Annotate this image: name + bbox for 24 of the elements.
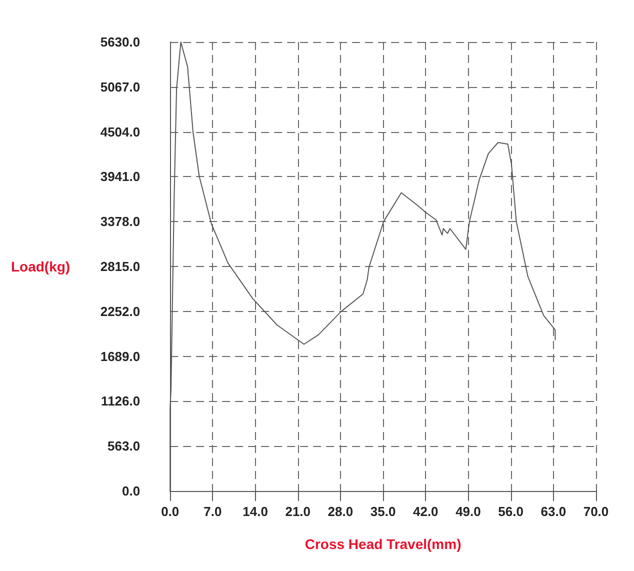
- y-tick-label: 2252.0: [100, 304, 140, 319]
- x-tick-label: 49.0: [456, 504, 481, 519]
- y-tick-label: 0.0: [122, 484, 140, 498]
- x-tick-label: 35.0: [370, 504, 396, 519]
- y-tick-label: 5067.0: [100, 79, 140, 94]
- x-tick-label: 70.0: [583, 504, 609, 519]
- x-tick-label: 14.0: [242, 504, 268, 519]
- x-axis-title: Cross Head Travel(mm): [304, 536, 462, 552]
- y-tick-label: 4504.0: [100, 124, 140, 140]
- y-tick-label: 5630.0: [100, 34, 140, 50]
- y-tick-label: 1689.0: [100, 348, 140, 364]
- y-tick-label: 563.0: [108, 438, 140, 454]
- x-tick-label: 42.0: [412, 504, 438, 519]
- y-tick-label: 3378.0: [100, 214, 140, 230]
- y-tick-label: 2815.0: [100, 259, 140, 274]
- x-tick-label: 21.0: [285, 504, 311, 519]
- x-tick-label: 7.0: [204, 504, 222, 519]
- x-tick-label: 0.0: [161, 504, 180, 519]
- x-tick-label: 63.0: [540, 504, 566, 519]
- y-tick-label: 1126.0: [101, 394, 140, 409]
- y-tick-label: 3941.0: [100, 169, 140, 184]
- x-tick-label: 56.0: [498, 504, 524, 519]
- x-tick-label: 28.0: [328, 504, 354, 519]
- y-axis-title: Load(kg): [10, 258, 70, 274]
